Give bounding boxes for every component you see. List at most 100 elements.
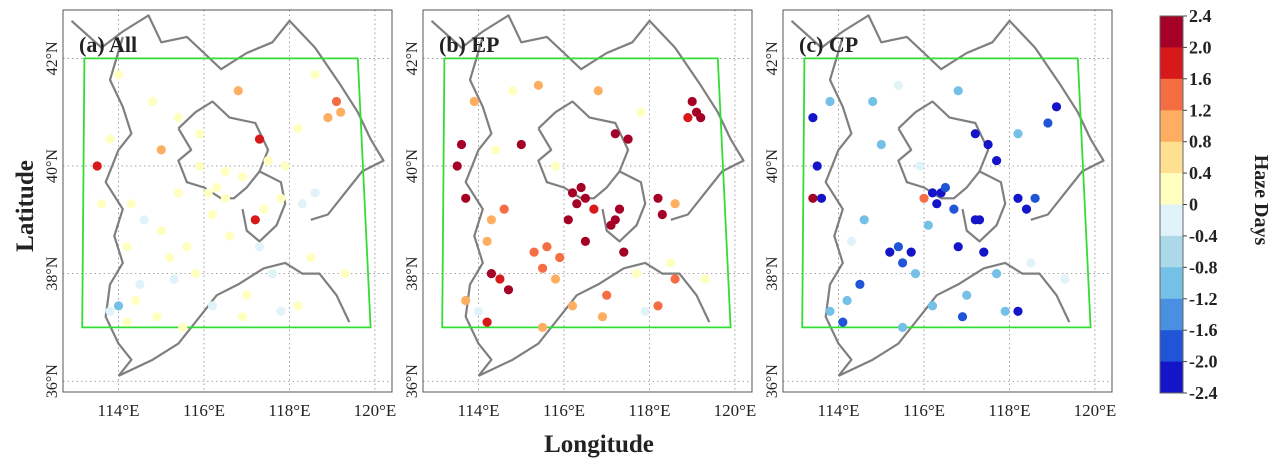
station-point <box>461 295 471 306</box>
station-point <box>953 86 963 96</box>
station-point <box>940 182 951 193</box>
colorbar-tick-label: 1.6 <box>1189 69 1212 89</box>
latitude-tick-label: 42°N <box>44 41 61 75</box>
longitude-tick-label: 114°E <box>98 401 140 420</box>
station-point <box>113 301 124 311</box>
latitude-tick-label: 40°N <box>44 149 61 183</box>
station-point <box>859 215 869 225</box>
station-point <box>1043 118 1053 128</box>
longitude-tick-label: 118°E <box>988 401 1030 420</box>
station-points <box>452 80 710 332</box>
station-point <box>178 322 188 332</box>
latitude-tick-label: 36°N <box>44 364 61 398</box>
station-point <box>237 172 248 182</box>
colorbar-segment <box>1160 110 1183 143</box>
station-point <box>808 113 818 123</box>
station-point <box>979 247 989 257</box>
map-panels: (a) All 114°E 116°E 118°E 120°E 42°N 40°N 38°N 3… <box>44 9 1116 420</box>
station-point <box>276 193 286 203</box>
station-point <box>323 113 333 123</box>
station-point <box>983 139 993 150</box>
station-point <box>1051 102 1062 112</box>
station-point <box>576 182 586 193</box>
station-point <box>473 306 484 316</box>
station-point <box>148 96 158 107</box>
station-point <box>898 322 908 332</box>
longitude-tick-label: 114°E <box>818 401 860 420</box>
station-point <box>974 215 985 225</box>
station-point <box>640 306 650 316</box>
latitude-tick-label: 36°N <box>764 364 781 398</box>
station-point <box>868 96 878 107</box>
station-point <box>1013 306 1023 316</box>
map-panel-all: (a) All 114°E 116°E 118°E 120°E 42°N 40°N 38°N 3… <box>44 9 396 420</box>
longitude-tick-label: 118°E <box>268 401 310 420</box>
station-point <box>550 274 561 284</box>
station-point <box>267 269 277 279</box>
station-point <box>340 269 350 279</box>
station-point <box>207 301 218 311</box>
latitude-axis-label: Latitude <box>12 160 39 252</box>
station-point <box>683 113 693 123</box>
colorbar-tick-label: 1.2 <box>1189 100 1212 120</box>
station-point <box>306 252 316 263</box>
station-point <box>653 193 663 203</box>
station-point <box>250 215 260 225</box>
colorbar-tick-label: -1.2 <box>1189 289 1218 309</box>
station-point <box>927 301 938 311</box>
station-point <box>461 193 471 203</box>
station-point <box>953 242 963 252</box>
station-point <box>653 301 663 311</box>
station-point <box>280 161 290 171</box>
station-point <box>538 263 548 273</box>
station-point <box>263 156 273 166</box>
colorbar-segment <box>1160 173 1183 205</box>
station-point <box>838 317 848 327</box>
boundary-line <box>961 170 1007 243</box>
station-point <box>220 193 230 203</box>
station-point <box>1021 204 1032 214</box>
station-point <box>1030 193 1040 203</box>
colorbar-segment <box>1160 267 1183 300</box>
station-point <box>122 242 132 252</box>
station-point <box>105 306 115 316</box>
station-point <box>949 204 959 214</box>
station-point <box>687 96 697 107</box>
colorbar-segment <box>1160 47 1183 80</box>
station-points <box>92 70 350 332</box>
station-point <box>593 86 603 96</box>
station-point <box>614 204 625 214</box>
boundary-line <box>478 261 711 377</box>
station-point <box>910 269 921 279</box>
longitude-tick-label: 120°E <box>714 401 757 420</box>
colorbar-tick-label: 0 <box>1189 195 1198 215</box>
colorbar-segment <box>1160 204 1183 237</box>
station-point <box>657 209 667 220</box>
latitude-tick-label: 38°N <box>404 256 421 290</box>
colorbar-tick-label: 2.4 <box>1189 6 1212 26</box>
station-point <box>113 70 124 80</box>
station-point <box>898 258 908 268</box>
station-point <box>482 317 492 327</box>
station-point <box>452 161 462 171</box>
station-point <box>906 247 916 257</box>
station-point <box>619 247 629 257</box>
station-point <box>919 193 929 203</box>
latitude-tick-label: 36°N <box>404 364 421 398</box>
station-point <box>597 312 608 322</box>
station-point <box>533 80 544 90</box>
station-point <box>932 199 942 209</box>
colorbar-segment <box>1160 361 1183 394</box>
boundary-line <box>838 261 1071 377</box>
station-point <box>670 199 680 209</box>
station-point <box>580 236 591 246</box>
station-point <box>992 156 1002 166</box>
colorbar-tick-label: 0.4 <box>1189 163 1212 183</box>
colorbar-label: Haze Days <box>1250 155 1271 246</box>
station-point <box>1013 129 1023 139</box>
map-panel-cp: (c) CP 114°E 116°E 118°E 120°E 42°N 40°N 38°N 36… <box>764 9 1116 420</box>
latitude-tick-label: 40°N <box>764 149 781 183</box>
station-point <box>254 134 265 144</box>
station-point <box>563 215 573 225</box>
panel-title: (c) CP <box>799 32 858 57</box>
